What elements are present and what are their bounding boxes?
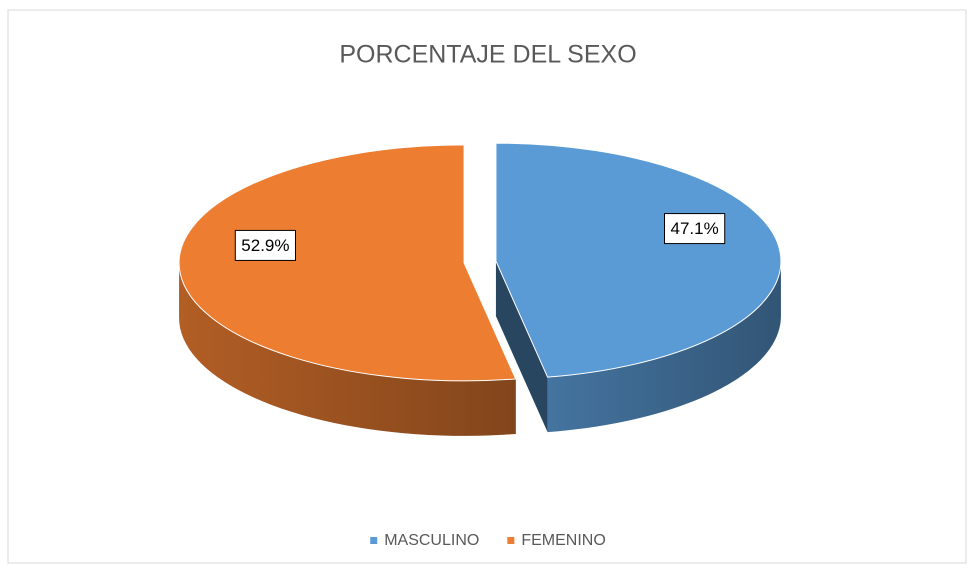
data-label: 47.1% — [671, 219, 719, 238]
data-label-box — [234, 229, 296, 261]
slice — [495, 142, 782, 433]
slice-top — [178, 144, 517, 382]
chart-title: PORCENTAJE DEL SEXO — [339, 41, 636, 69]
legend-marker — [507, 537, 515, 544]
chart-border — [7, 9, 967, 564]
legend-marker — [370, 537, 378, 544]
legend-label: MASCULINO — [384, 532, 479, 549]
data-label: 52.9% — [241, 236, 289, 255]
legend-label: FEMENINO — [521, 532, 605, 549]
slice-side — [495, 261, 548, 433]
data-label-box — [664, 213, 726, 245]
slice — [178, 144, 517, 436]
slice-top — [495, 142, 782, 378]
slice-side — [547, 261, 781, 433]
slice-side — [179, 262, 516, 436]
